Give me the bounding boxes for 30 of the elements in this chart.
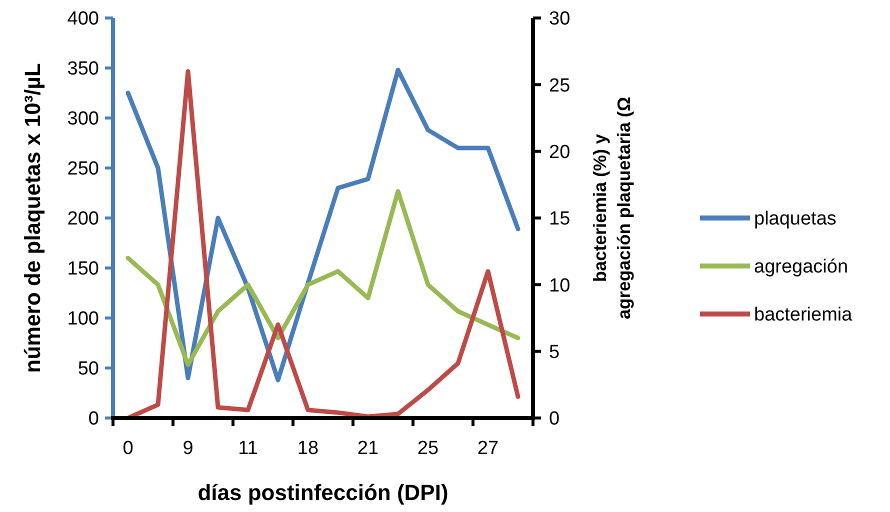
x-tick-label: 9 [182,438,194,459]
x-axis-title: días postinfección (DPI) [198,480,448,505]
y-tick-label: 400 [67,8,99,30]
y-tick-label: 200 [67,208,99,230]
y-tick-label: 350 [67,58,99,80]
y-tick-label: 100 [67,308,99,330]
x-tick-label: 11 [238,438,258,459]
legend-label: bacteriemia [754,304,853,326]
y2-tick-label: 20 [549,142,570,163]
y-tick-label: 0 [88,408,99,430]
y2-tick-label: 15 [549,208,570,230]
x-tick-label: 25 [417,438,439,459]
y-tick-label: 300 [67,108,99,130]
legend-label: agregación [754,256,848,278]
y-tick-label: 150 [67,258,99,280]
x-tick-label: 27 [477,438,499,459]
y-axis-title: número de plaquetas x 10³/µL [20,63,45,373]
y-tick-label: 250 [67,158,99,180]
x-tick-label: 21 [357,438,379,459]
y-tick-label: 50 [78,358,99,380]
line-series [126,189,520,367]
x-tick-label: 0 [122,438,134,459]
y2-tick-label: 25 [549,75,570,96]
y2-axis-title: bacteriemia (%) y agregación plaquetaria (Ω [590,96,634,320]
y2-tick-label: 5 [549,342,560,363]
legend-label: plaquetas [754,208,836,230]
y2-tick-label: 10 [549,275,570,296]
x-tick-label: 18 [297,438,319,459]
y2-tick-label: 30 [549,8,570,30]
y2-tick-label: 0 [549,408,560,430]
